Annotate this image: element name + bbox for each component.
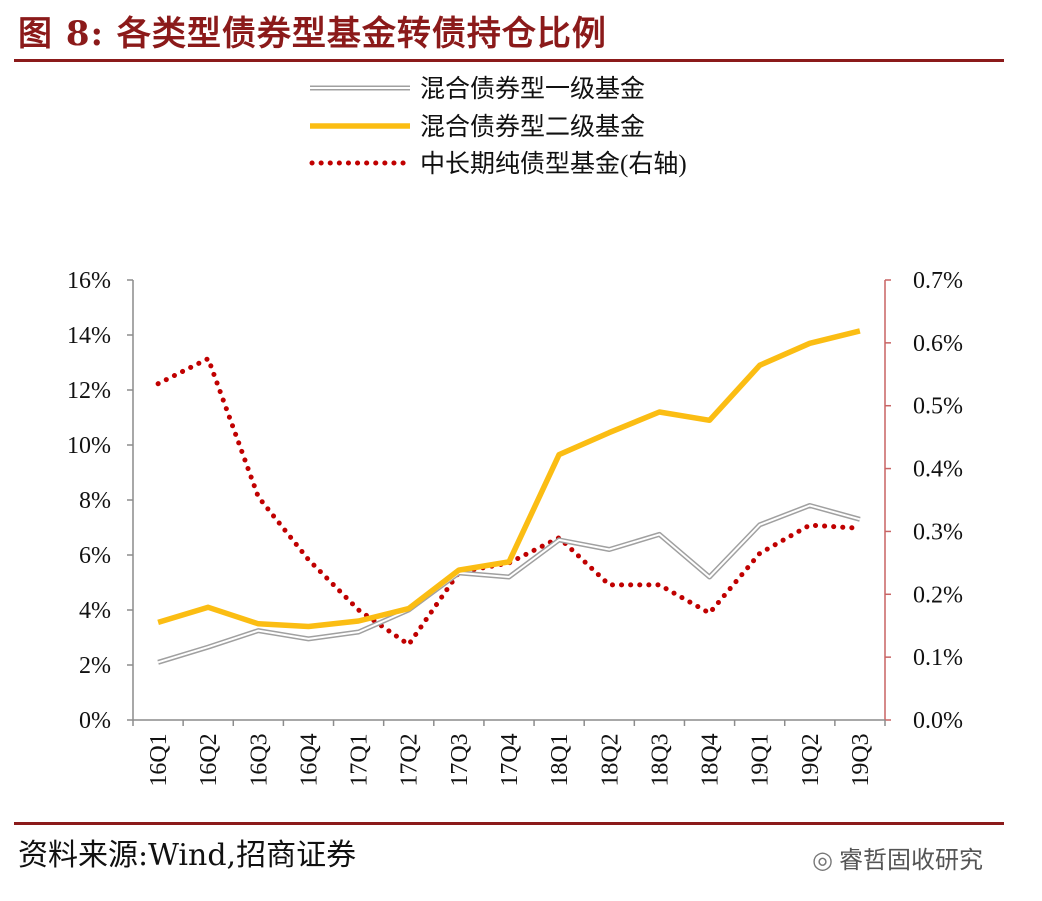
axes: 0% 2% 4% 6% 8% 10% 12% 14% 16% 0.0% 0.1% 0.2% 0.3% 0.… (67, 268, 963, 787)
y-tick-label-right: 0.6% (913, 331, 963, 357)
y-tick-label-right: 0.5% (913, 394, 963, 420)
x-tick-label: 18Q2 (597, 733, 623, 786)
legend-label: 混合债券型一级基金 (420, 75, 645, 103)
y-tick-label-right: 0.3% (913, 519, 963, 545)
x-tick-label: 16Q1 (146, 733, 172, 786)
y-tick-label-left: 6% (79, 543, 111, 569)
y-tick-label-left: 14% (67, 323, 111, 349)
y-tick-label-right: 0.4% (913, 457, 963, 483)
x-tick-label: 19Q1 (748, 733, 774, 786)
y-tick-label-left: 12% (67, 378, 111, 404)
x-tick-label: 17Q4 (497, 733, 523, 786)
y-tick-label-left: 2% (79, 653, 111, 679)
y-tick-label-left: 16% (67, 268, 111, 294)
y-tick-label-right: 0.2% (913, 582, 963, 608)
wechat-icon: ◎ (812, 846, 833, 874)
series-line-inner-0 (157, 504, 861, 664)
figure-title: 图 8: 各类型债券型基金转债持仓比例 (18, 14, 607, 54)
source-rule (14, 822, 1004, 825)
y-tick-label-right: 0.7% (913, 268, 963, 294)
x-tick-label: 17Q1 (347, 733, 373, 786)
x-tick-label: 17Q3 (447, 733, 473, 786)
x-tick-label: 19Q3 (848, 733, 874, 786)
watermark: ◎ 睿哲固收研究 (812, 840, 983, 875)
x-tick-label: 19Q2 (798, 733, 824, 786)
y-tick-label-left: 0% (79, 708, 111, 734)
x-tick-label: 16Q2 (196, 733, 222, 786)
series-layer (155, 328, 863, 665)
x-tick-label: 16Q4 (296, 733, 322, 786)
x-tick-label: 18Q1 (547, 733, 573, 786)
title-rule (14, 59, 1004, 62)
y-tick-label-right: 0.1% (913, 645, 963, 671)
y-tick-label-left: 10% (67, 433, 111, 459)
x-tick-label: 17Q2 (397, 733, 423, 786)
y-tick-label-left: 4% (79, 598, 111, 624)
y-tick-label-right: 0.0% (913, 708, 963, 734)
y-tick-label-left: 8% (79, 488, 111, 514)
series-line-2 (155, 356, 863, 648)
source-note: 资料来源:Wind,招商证券 (18, 838, 357, 873)
watermark-label: 睿哲固收研究 (838, 846, 983, 874)
x-tick-label: 18Q4 (698, 733, 724, 786)
x-tick-label: 18Q3 (647, 733, 673, 786)
series-line-1 (157, 328, 861, 630)
x-tick-label: 16Q3 (246, 733, 272, 786)
legend-label: 中长期纯债型基金(右轴) (420, 150, 687, 178)
legend-label: 混合债券型二级基金 (420, 113, 645, 141)
